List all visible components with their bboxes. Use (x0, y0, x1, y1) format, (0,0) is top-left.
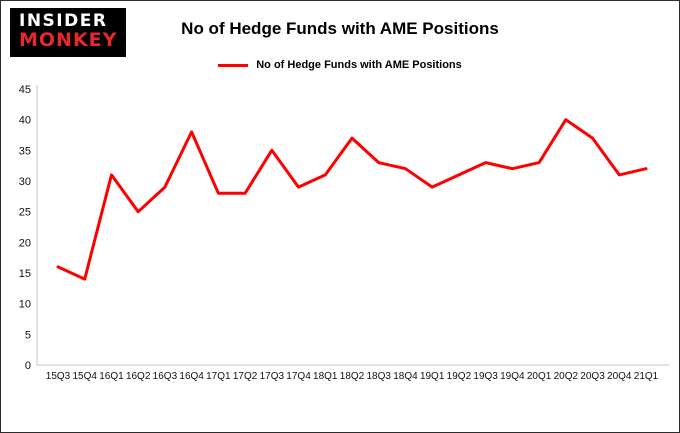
svg-text:21Q1: 21Q1 (634, 371, 659, 382)
logo-text-insider: INSIDER (19, 11, 108, 31)
svg-text:16Q4: 16Q4 (179, 371, 204, 382)
svg-text:17Q3: 17Q3 (260, 371, 285, 382)
svg-text:19Q1: 19Q1 (420, 371, 445, 382)
svg-text:18Q4: 18Q4 (393, 371, 418, 382)
svg-text:16Q1: 16Q1 (99, 371, 124, 382)
svg-text:0: 0 (25, 360, 31, 372)
svg-text:5: 5 (25, 329, 31, 341)
insider-monkey-logo: INSIDER MONKEY (10, 8, 127, 57)
legend: No of Hedge Funds with AME Positions (1, 59, 679, 71)
svg-text:18Q2: 18Q2 (340, 371, 365, 382)
logo-text-monkey: MONKEY (19, 28, 118, 51)
svg-text:15: 15 (19, 268, 31, 280)
svg-text:17Q1: 17Q1 (206, 371, 231, 382)
svg-text:19Q3: 19Q3 (473, 371, 498, 382)
svg-text:15Q4: 15Q4 (72, 371, 97, 382)
svg-text:18Q1: 18Q1 (313, 371, 338, 382)
svg-text:35: 35 (19, 145, 31, 157)
svg-text:17Q4: 17Q4 (286, 371, 311, 382)
svg-text:20: 20 (19, 237, 31, 249)
legend-line-swatch (218, 63, 249, 67)
svg-text:16Q3: 16Q3 (153, 371, 178, 382)
svg-text:17Q2: 17Q2 (233, 371, 258, 382)
svg-text:45: 45 (19, 84, 31, 96)
svg-text:20Q3: 20Q3 (580, 371, 605, 382)
svg-text:30: 30 (19, 176, 31, 188)
svg-text:15Q3: 15Q3 (46, 371, 71, 382)
svg-text:20Q4: 20Q4 (607, 371, 632, 382)
svg-text:20Q1: 20Q1 (527, 371, 552, 382)
chart-title: No of Hedge Funds with AME Positions (181, 19, 499, 38)
svg-text:25: 25 (19, 207, 31, 219)
svg-text:16Q2: 16Q2 (126, 371, 151, 382)
svg-text:40: 40 (19, 115, 31, 127)
svg-text:19Q4: 19Q4 (500, 371, 525, 382)
svg-text:18Q3: 18Q3 (366, 371, 391, 382)
legend-label: No of Hedge Funds with AME Positions (256, 59, 462, 71)
svg-text:19Q2: 19Q2 (447, 371, 472, 382)
svg-text:10: 10 (19, 299, 31, 311)
svg-text:20Q2: 20Q2 (554, 371, 579, 382)
